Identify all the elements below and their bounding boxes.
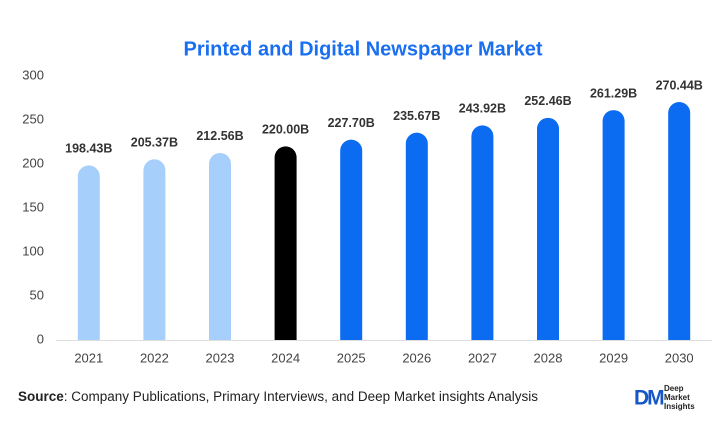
bar <box>340 139 363 340</box>
value-label: 270.44B <box>656 78 703 92</box>
value-label: 212.56B <box>196 129 243 143</box>
logo-text: Market <box>664 393 690 402</box>
x-tick-label: 2023 <box>206 350 235 365</box>
source: Source: Company Publications, Primary In… <box>18 389 538 404</box>
bar <box>274 146 297 340</box>
bar <box>209 152 231 340</box>
bar <box>471 125 494 341</box>
x-tick-label: 2028 <box>534 350 563 365</box>
x-tick-label: 2030 <box>665 350 694 365</box>
y-tick-label: 200 <box>22 155 44 170</box>
value-label: 261.29B <box>590 86 637 100</box>
value-label: 227.70B <box>328 116 375 130</box>
logo-text: Deep <box>664 384 684 393</box>
logo-mark: DM <box>634 387 664 410</box>
y-tick-label: 50 <box>30 287 44 302</box>
x-tick-label: 2026 <box>402 350 431 365</box>
bar <box>668 102 691 340</box>
value-label: 220.00B <box>262 123 309 137</box>
x-tick-label: 2027 <box>468 350 497 365</box>
y-tick-label: 0 <box>37 331 44 346</box>
value-label: 243.92B <box>459 102 506 116</box>
bar <box>602 110 625 341</box>
chart-title: Printed and Digital Newspaper Market <box>184 38 543 60</box>
x-tick-label: 2025 <box>337 350 366 365</box>
y-tick-label: 100 <box>22 243 44 258</box>
y-tick-label: 150 <box>22 199 44 214</box>
bar <box>537 117 559 340</box>
source-text: : Company Publications, Primary Intervie… <box>64 389 538 404</box>
x-tick-label: 2022 <box>140 350 169 365</box>
x-tick-label: 2029 <box>599 350 628 365</box>
x-tick-label: 2021 <box>74 350 103 365</box>
x-tick-label: 2024 <box>271 350 300 365</box>
value-label: 252.46B <box>524 94 571 108</box>
value-label: 198.43B <box>65 142 112 156</box>
bar <box>143 159 166 340</box>
value-label: 205.37B <box>131 136 178 150</box>
bar <box>405 132 428 340</box>
y-tick-label: 300 <box>22 67 44 82</box>
bar <box>77 165 100 340</box>
y-tick-label: 250 <box>22 111 44 126</box>
logo-text: Insights <box>664 402 695 411</box>
source-label: Source <box>18 389 64 404</box>
value-label: 235.67B <box>393 109 440 123</box>
